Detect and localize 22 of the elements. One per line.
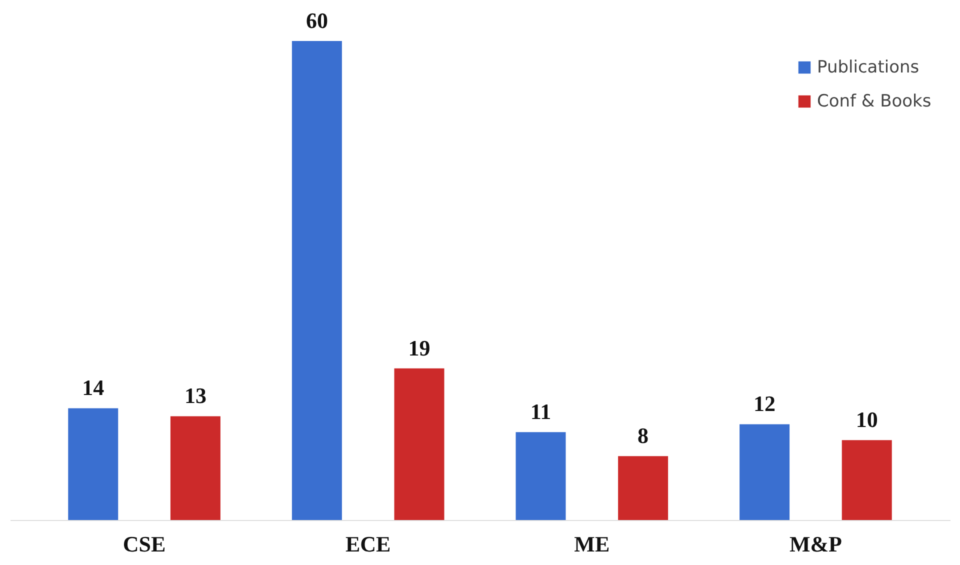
x-tick-label: ECE bbox=[345, 532, 391, 556]
data-label: 13 bbox=[184, 383, 206, 408]
x-tick-label: ME bbox=[574, 532, 610, 556]
x-tick-label: CSE bbox=[122, 532, 166, 556]
bar bbox=[68, 408, 118, 520]
data-label: 8 bbox=[638, 423, 649, 448]
data-label: 14 bbox=[82, 375, 104, 400]
bar bbox=[292, 41, 342, 520]
data-label: 60 bbox=[306, 8, 328, 33]
bar bbox=[394, 368, 444, 520]
data-label: 12 bbox=[754, 391, 776, 416]
data-label: 10 bbox=[856, 407, 878, 432]
bar bbox=[516, 432, 566, 520]
bar bbox=[740, 424, 790, 520]
bar bbox=[618, 456, 668, 520]
legend-label: Publications bbox=[817, 58, 920, 78]
x-tick-label: M&P bbox=[789, 532, 842, 556]
data-label: 19 bbox=[408, 335, 430, 360]
bar bbox=[170, 416, 220, 520]
bar bbox=[842, 440, 892, 520]
legend-label: Conf & Books bbox=[817, 92, 932, 112]
data-label: 11 bbox=[530, 399, 552, 424]
